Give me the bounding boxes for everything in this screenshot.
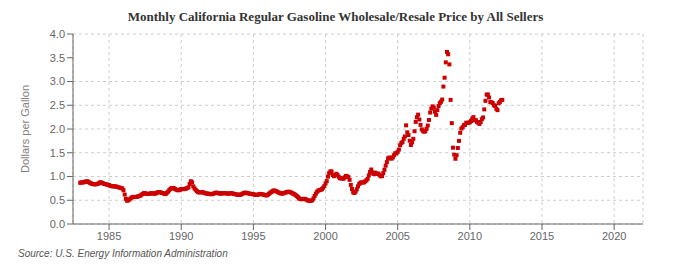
svg-text:2015: 2015 bbox=[530, 230, 554, 242]
svg-text:2005: 2005 bbox=[385, 230, 409, 242]
svg-text:Dollars per Gallon: Dollars per Gallon bbox=[19, 85, 31, 173]
svg-text:2.0: 2.0 bbox=[50, 123, 65, 135]
svg-text:2.5: 2.5 bbox=[50, 99, 65, 111]
svg-text:0.5: 0.5 bbox=[50, 194, 65, 206]
svg-text:4.0: 4.0 bbox=[50, 28, 65, 40]
svg-text:3.5: 3.5 bbox=[50, 52, 65, 64]
svg-text:2020: 2020 bbox=[602, 230, 626, 242]
svg-text:1985: 1985 bbox=[97, 230, 121, 242]
svg-text:1995: 1995 bbox=[241, 230, 265, 242]
html-text:Source: U.S. Energy Informatio: Source: U.S. Energy Information Administ… bbox=[18, 248, 228, 259]
svg-text:1990: 1990 bbox=[169, 230, 193, 242]
svg-text:3.0: 3.0 bbox=[50, 75, 65, 87]
svg-text:1.5: 1.5 bbox=[50, 147, 65, 159]
svg-text:2010: 2010 bbox=[458, 230, 482, 242]
svg-text:0.0: 0.0 bbox=[50, 218, 65, 230]
html-text:Monthly California Regular Gas: Monthly California Regular Gasoline Whol… bbox=[127, 9, 544, 24]
svg-text:1.0: 1.0 bbox=[50, 170, 65, 182]
svg-text:2000: 2000 bbox=[313, 230, 337, 242]
